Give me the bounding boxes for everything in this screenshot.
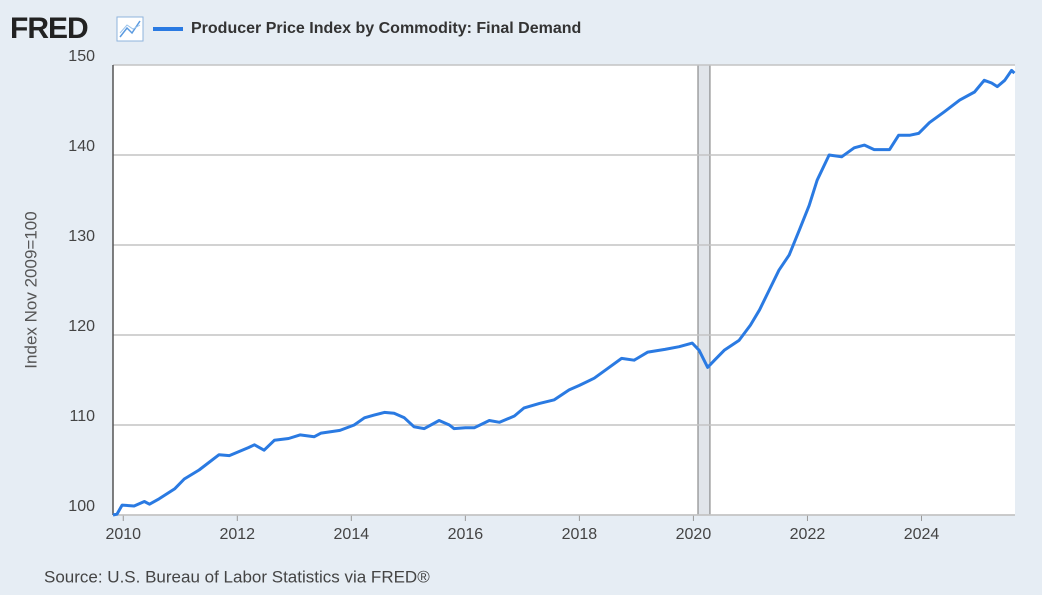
legend-label: Producer Price Index by Commodity: Final… [191, 20, 581, 37]
brand-logo[interactable]: FRED [10, 12, 89, 45]
y-tick-label: 100 [68, 498, 95, 515]
x-tick-label: 2010 [105, 526, 141, 543]
source-note: Source: U.S. Bureau of Labor Statistics … [44, 567, 430, 586]
x-tick-label: 2022 [790, 526, 826, 543]
x-tick-label: 2016 [448, 526, 484, 543]
x-tick-label: 2024 [904, 526, 940, 543]
chart-icon [116, 16, 144, 42]
y-tick-label: 120 [68, 318, 95, 335]
data-line [112, 68, 1016, 517]
y-tick-label: 140 [68, 138, 95, 155]
x-tick-label: 2012 [219, 526, 255, 543]
plot-area [113, 65, 1015, 515]
y-axis-label: Index Nov 2009=100 [21, 211, 40, 368]
y-tick-label: 130 [68, 228, 95, 245]
y-tick-label: 110 [69, 408, 95, 425]
recession-shading [697, 64, 711, 516]
x-tick-label: 2018 [562, 526, 598, 543]
x-tick-label: 2020 [676, 526, 712, 543]
x-tick-label: 2014 [334, 526, 370, 543]
y-tick-label: 150 [68, 48, 95, 65]
